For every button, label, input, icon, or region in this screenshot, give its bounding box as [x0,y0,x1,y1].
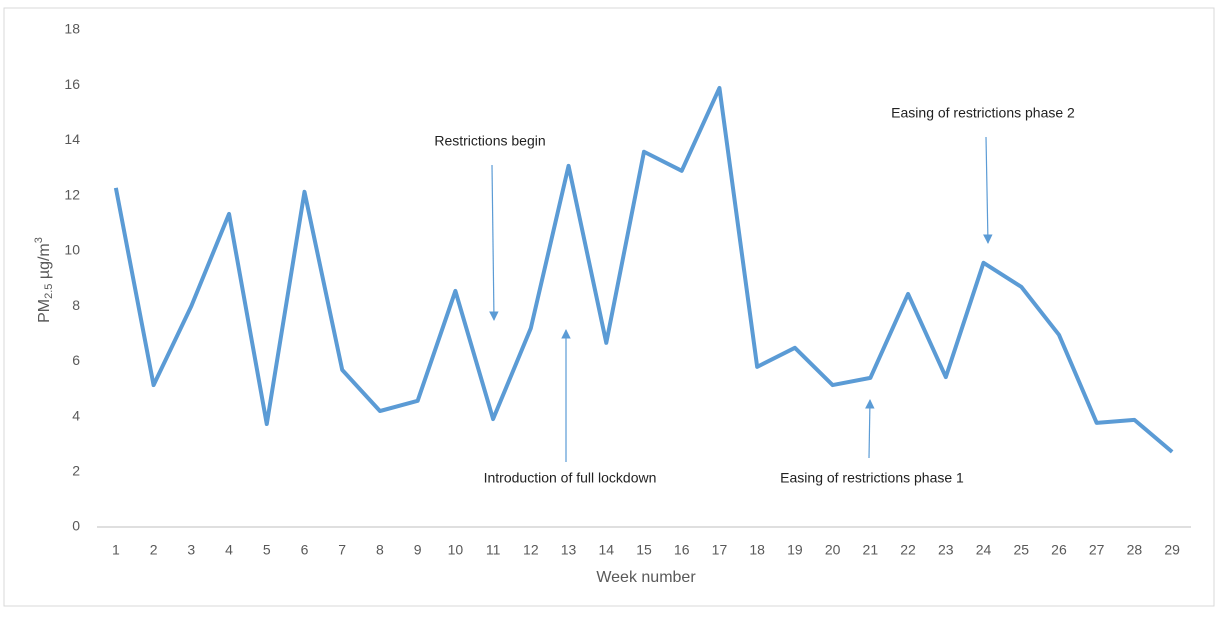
x-tick-label: 4 [225,542,233,558]
x-tick-label: 8 [376,542,384,558]
y-label-unit: µg/m [36,243,53,283]
annotation: Introduction of full lockdown [484,470,657,486]
x-tick-label: 20 [825,542,841,558]
x-tick-label: 29 [1164,542,1180,558]
y-tick-label: 0 [72,518,80,534]
y-tick-label: 18 [64,21,80,37]
x-tick-label: 1 [112,542,120,558]
y-tick-label: 16 [64,76,80,92]
y-tick-label: 14 [64,131,80,147]
y-label-sub: 2.5 [43,284,55,299]
x-tick-label: 27 [1089,542,1105,558]
y-label-sup: 3 [33,237,45,243]
x-tick-label: 17 [712,542,728,558]
x-tick-label: 3 [187,542,195,558]
x-tick-label: 5 [263,542,271,558]
x-tick-label: 10 [448,542,464,558]
x-tick-label: 15 [636,542,652,558]
y-axis-label: PM2.5 µg/m3 [33,237,55,323]
x-tick-label: 14 [598,542,614,558]
x-tick-label: 2 [150,542,158,558]
y-tick-label: 2 [72,462,80,478]
y-tick-label: 4 [72,407,80,423]
x-tick-label: 6 [301,542,309,558]
annotation-arrow [983,136,993,244]
x-tick-label: 16 [674,542,690,558]
x-tick-label: 28 [1127,542,1143,558]
x-tick-label: 23 [938,542,954,558]
annotation-arrow [489,164,499,321]
x-tick-label: 13 [561,542,577,558]
x-tick-label: 12 [523,542,539,558]
chart-frame [3,7,1215,607]
y-tick-label: 10 [64,242,80,258]
x-tick-label: 21 [863,542,879,558]
x-tick-label: 22 [900,542,916,558]
annotation: Easing of restrictions phase 1 [780,470,964,486]
data-line [113,85,1174,454]
x-tick-label: 26 [1051,542,1067,558]
x-tick-label: 11 [486,542,501,558]
x-tick-label: 24 [976,542,992,558]
y-tick-label: 12 [64,186,80,202]
x-tick-label: 25 [1013,542,1029,558]
y-tick-label: 8 [72,297,80,313]
y-label-base: PM [36,299,53,323]
x-tick-label: 7 [338,542,346,558]
x-axis-label: Week number [596,569,696,586]
annotation-arrow [865,399,875,459]
x-tick-label: 18 [749,542,765,558]
annotation: Easing of restrictions phase 2 [891,105,1075,121]
x-tick-label: 9 [414,542,422,558]
y-tick-label: 6 [72,352,80,368]
x-tick-label: 19 [787,542,803,558]
annotation: Restrictions begin [434,133,545,149]
